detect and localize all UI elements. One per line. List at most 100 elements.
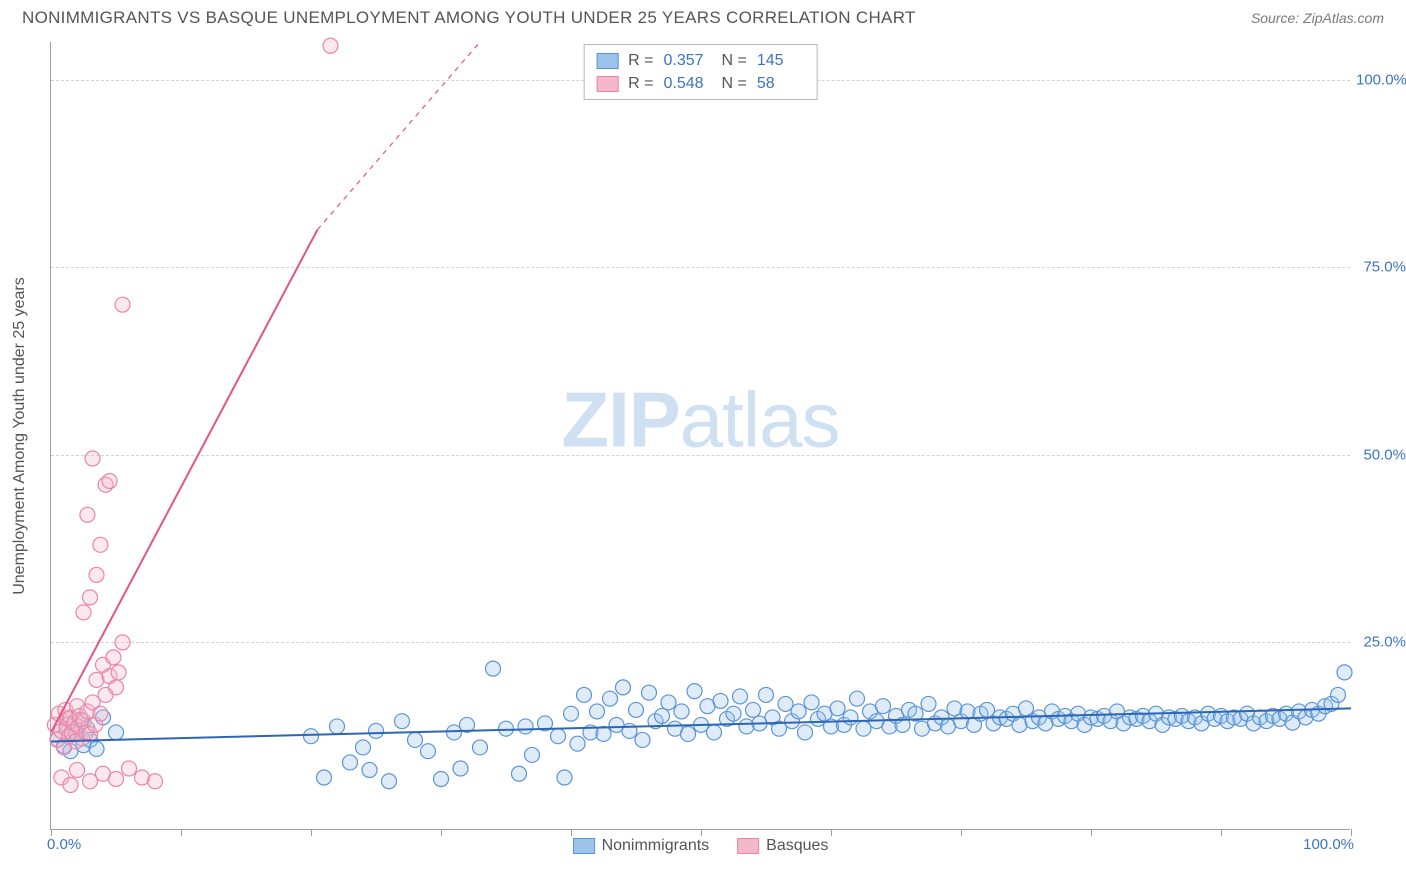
scatter-point [93,537,108,552]
scatter-point [707,725,722,740]
xtick-mark [701,829,702,836]
scatter-svg [51,42,1351,830]
scatter-point [1331,687,1346,702]
scatter-point [1337,665,1352,680]
xtick-mark [311,829,312,836]
xtick-mark [571,829,572,836]
scatter-point [85,451,100,466]
trend-line-basques-solid [51,230,318,733]
scatter-point [102,474,117,489]
scatter-point [746,702,761,717]
ytick-label: 50.0% [1356,446,1406,463]
scatter-point [564,706,579,721]
scatter-point [551,729,566,744]
scatter-point [629,702,644,717]
scatter-point [596,726,611,741]
swatch-basques [596,76,618,92]
scatter-point [106,650,121,665]
xtick-mark [1351,829,1352,836]
scatter-point [577,687,592,702]
scatter-point [63,777,78,792]
scatter-point [687,684,702,699]
scatter-point [635,732,650,747]
xtick-mark [831,829,832,836]
swatch-nonimmigrants [596,53,618,69]
swatch-basques-icon [737,838,759,854]
scatter-point [655,708,670,723]
scatter-point [616,680,631,695]
scatter-point [642,685,657,700]
ytick-label: 75.0% [1356,259,1406,276]
xtick-mark [1221,829,1222,836]
scatter-point [89,567,104,582]
scatter-point [115,297,130,312]
scatter-point [343,755,358,770]
scatter-point [109,680,124,695]
xtick-end: 100.0% [1303,836,1354,853]
scatter-point [70,762,85,777]
scatter-point [518,719,533,734]
scatter-point [713,693,728,708]
scatter-point [304,729,319,744]
scatter-point [317,770,332,785]
chart-title: NONIMMIGRANTS VS BASQUE UNEMPLOYMENT AMO… [22,8,916,28]
scatter-point [362,762,377,777]
scatter-point [148,774,163,789]
scatter-point [115,635,130,650]
xtick-mark [1091,829,1092,836]
scatter-point [512,766,527,781]
scatter-point [921,696,936,711]
trend-line-basques-dashed [318,42,481,230]
scatter-point [109,725,124,740]
scatter-point [109,771,124,786]
scatter-point [421,744,436,759]
ytick-label: 100.0% [1356,71,1406,88]
scatter-point [473,740,488,755]
scatter-point [674,704,689,719]
scatter-point [876,699,891,714]
scatter-point [323,38,338,53]
scatter-point [830,701,845,716]
xtick-mark [51,829,52,836]
scatter-point [804,695,819,710]
legend-stats-row-nonimmigrants: R = 0.357 N = 145 [596,49,805,72]
xtick-mark [441,829,442,836]
scatter-point [434,771,449,786]
legend-stats-row-basques: R = 0.548 N = 58 [596,72,805,95]
scatter-point [850,691,865,706]
scatter-point [330,719,345,734]
scatter-point [843,710,858,725]
scatter-point [93,706,108,721]
scatter-point [525,747,540,762]
y-axis-label: Unemployment Among Youth under 25 years [11,277,29,595]
scatter-point [603,691,618,706]
scatter-point [499,721,514,736]
scatter-point [76,605,91,620]
scatter-point [80,507,95,522]
scatter-point [111,665,126,680]
scatter-point [661,695,676,710]
scatter-point [395,714,410,729]
scatter-point [733,689,748,704]
scatter-point [122,761,137,776]
legend-item-basques: Basques [737,837,828,855]
swatch-nonimmigrants-icon [573,838,595,854]
scatter-point [791,704,806,719]
plot-area: 25.0%50.0%75.0%100.0% ZIPatlas R = 0.357… [50,42,1350,830]
scatter-point [83,590,98,605]
scatter-point [557,770,572,785]
header: NONIMMIGRANTS VS BASQUE UNEMPLOYMENT AMO… [0,0,1406,34]
legend-bottom: Nonimmigrants Basques [573,837,829,855]
scatter-point [726,706,741,721]
ytick-label: 25.0% [1356,634,1406,651]
xtick-start: 0.0% [47,836,81,853]
xtick-mark [961,829,962,836]
scatter-point [570,736,585,751]
scatter-point [369,723,384,738]
scatter-point [590,704,605,719]
scatter-point [486,661,501,676]
legend-item-nonimmigrants: Nonimmigrants [573,837,710,855]
source-label: Source: ZipAtlas.com [1251,10,1384,26]
scatter-point [453,761,468,776]
scatter-point [408,732,423,747]
